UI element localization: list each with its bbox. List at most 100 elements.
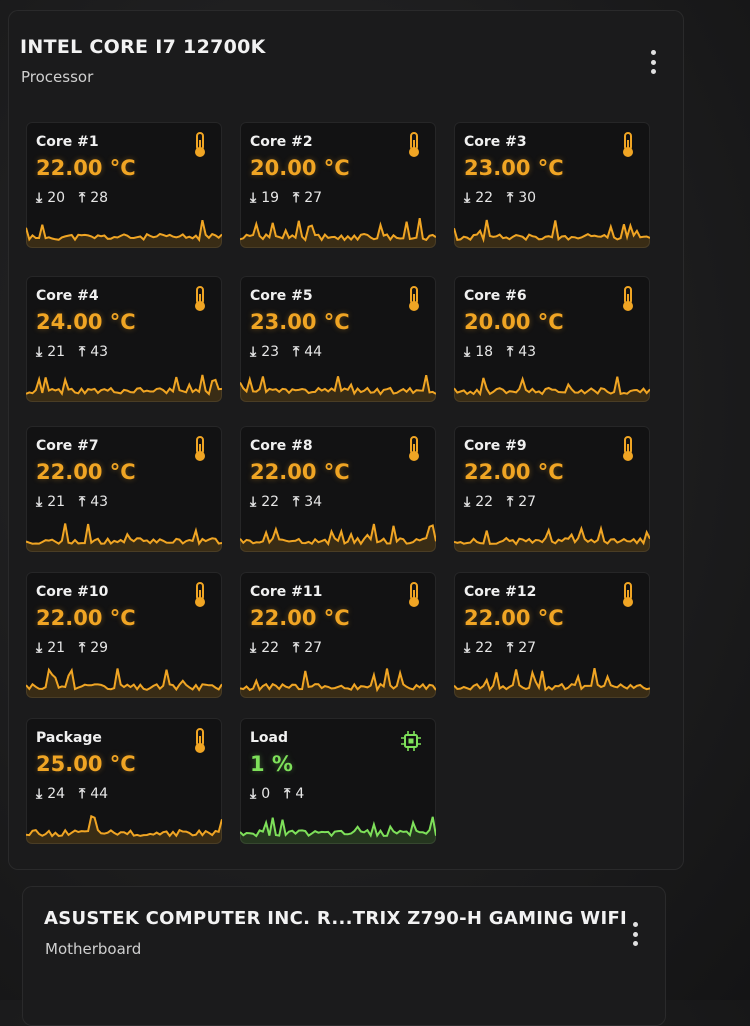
sensor-name: Package xyxy=(36,730,102,746)
sensor-card[interactable]: Core #12 22.00 °C ⤓ 22 ⤒ 27 xyxy=(454,572,650,698)
thermometer-icon xyxy=(623,286,633,311)
thermometer-icon xyxy=(409,436,419,461)
thermometer-icon xyxy=(195,582,205,607)
sensor-value: 22.00 °C xyxy=(250,606,350,630)
sensor-min: 18 xyxy=(475,344,494,360)
sensor-name: Core #5 xyxy=(250,288,313,304)
sensor-name: Core #4 xyxy=(36,288,99,304)
sensor-value: 22.00 °C xyxy=(464,460,564,484)
sensor-card[interactable]: Load 1 % ⤓ 0 ⤒ 4 xyxy=(240,718,436,844)
thermometer-icon xyxy=(409,286,419,311)
processor-title: INTEL CORE I7 12700K xyxy=(20,36,266,58)
min-arrow-icon: ⤓ xyxy=(36,786,43,802)
sensor-card[interactable]: Package 25.00 °C ⤓ 24 ⤒ 44 xyxy=(26,718,222,844)
sensor-min-max: ⤓ 20 ⤒ 28 xyxy=(36,190,108,206)
sensor-min-max: ⤓ 21 ⤒ 43 xyxy=(36,344,108,360)
sensor-history-sparkline xyxy=(240,816,436,844)
kebab-menu-icon[interactable] xyxy=(650,50,656,74)
sensor-max: 44 xyxy=(304,344,323,360)
max-arrow-icon: ⤒ xyxy=(507,494,514,510)
sensor-min-max: ⤓ 22 ⤒ 34 xyxy=(250,494,322,510)
sensor-card[interactable]: Core #8 22.00 °C ⤓ 22 ⤒ 34 xyxy=(240,426,436,552)
sensor-value: 22.00 °C xyxy=(36,606,136,630)
processor-panel: INTEL CORE I7 12700K Processor Core #1 22… xyxy=(8,10,684,870)
processor-subtitle: Processor xyxy=(21,68,94,86)
sensor-value: 22.00 °C xyxy=(464,606,564,630)
sensor-value: 20.00 °C xyxy=(250,156,350,180)
thermometer-icon xyxy=(409,582,419,607)
sensor-min-max: ⤓ 0 ⤒ 4 xyxy=(250,786,304,802)
min-arrow-icon: ⤓ xyxy=(250,786,257,802)
sensor-min-max: ⤓ 24 ⤒ 44 xyxy=(36,786,108,802)
sensor-card[interactable]: Core #2 20.00 °C ⤓ 19 ⤒ 27 xyxy=(240,122,436,248)
sensor-history-sparkline xyxy=(454,524,650,552)
thermometer-icon xyxy=(409,132,419,157)
sensor-card[interactable]: Core #9 22.00 °C ⤓ 22 ⤒ 27 xyxy=(454,426,650,552)
sensor-max: 30 xyxy=(518,190,537,206)
sensor-history-sparkline xyxy=(454,219,650,248)
sensor-value: 1 % xyxy=(250,752,293,776)
sensor-card[interactable]: Core #5 23.00 °C ⤓ 23 ⤒ 44 xyxy=(240,276,436,402)
sensor-history-sparkline xyxy=(26,374,222,402)
sensor-card[interactable]: Core #3 23.00 °C ⤓ 22 ⤒ 30 xyxy=(454,122,650,248)
sensor-min-max: ⤓ 18 ⤒ 43 xyxy=(464,344,536,360)
sensor-value: 22.00 °C xyxy=(36,460,136,484)
sensor-max: 27 xyxy=(304,190,323,206)
sensor-max: 43 xyxy=(90,344,109,360)
sensor-history-sparkline xyxy=(26,814,222,844)
sensor-min: 20 xyxy=(47,190,66,206)
sensor-card[interactable]: Core #6 20.00 °C ⤓ 18 ⤒ 43 xyxy=(454,276,650,402)
min-arrow-icon: ⤓ xyxy=(464,344,471,360)
sensor-min: 22 xyxy=(475,190,494,206)
max-arrow-icon: ⤒ xyxy=(79,786,86,802)
thermometer-icon xyxy=(195,728,205,753)
sensor-min-max: ⤓ 22 ⤒ 30 xyxy=(464,190,536,206)
sensor-min: 21 xyxy=(47,640,66,656)
min-arrow-icon: ⤓ xyxy=(36,344,43,360)
sensor-card[interactable]: Core #11 22.00 °C ⤓ 22 ⤒ 27 xyxy=(240,572,436,698)
max-arrow-icon: ⤒ xyxy=(79,190,86,206)
min-arrow-icon: ⤓ xyxy=(464,640,471,656)
sensor-name: Core #8 xyxy=(250,438,313,454)
sensor-card[interactable]: Core #1 22.00 °C ⤓ 20 ⤒ 28 xyxy=(26,122,222,248)
max-arrow-icon: ⤒ xyxy=(507,640,514,656)
sensor-history-sparkline xyxy=(26,667,222,698)
sensor-history-sparkline xyxy=(454,668,650,698)
thermometer-icon xyxy=(195,436,205,461)
sensor-max: 29 xyxy=(90,640,109,656)
sensor-min: 22 xyxy=(475,494,494,510)
sensor-min: 19 xyxy=(261,190,280,206)
max-arrow-icon: ⤒ xyxy=(284,786,291,802)
sensor-name: Core #3 xyxy=(464,134,527,150)
sensor-value: 22.00 °C xyxy=(250,460,350,484)
sensor-max: 27 xyxy=(518,494,537,510)
sensor-min: 21 xyxy=(47,494,66,510)
sensor-min-max: ⤓ 23 ⤒ 44 xyxy=(250,344,322,360)
sensor-card[interactable]: Core #7 22.00 °C ⤓ 21 ⤒ 43 xyxy=(26,426,222,552)
max-arrow-icon: ⤒ xyxy=(507,344,514,360)
motherboard-panel: ASUSTEK COMPUTER INC. R...TRIX Z790-H GA… xyxy=(22,886,666,1026)
sensor-history-sparkline xyxy=(240,523,436,552)
sensor-value: 25.00 °C xyxy=(36,752,136,776)
sensor-min-max: ⤓ 22 ⤒ 27 xyxy=(464,640,536,656)
sensor-card[interactable]: Core #4 24.00 °C ⤓ 21 ⤒ 43 xyxy=(26,276,222,402)
sensor-name: Core #1 xyxy=(36,134,99,150)
sensor-max: 28 xyxy=(90,190,109,206)
sensor-max: 27 xyxy=(518,640,537,656)
max-arrow-icon: ⤒ xyxy=(79,640,86,656)
sensor-name: Core #12 xyxy=(464,584,537,600)
sensor-min: 0 xyxy=(261,786,271,802)
kebab-menu-icon[interactable] xyxy=(632,922,638,946)
min-arrow-icon: ⤓ xyxy=(36,494,43,510)
sensor-max: 44 xyxy=(90,786,109,802)
min-arrow-icon: ⤓ xyxy=(250,640,257,656)
sensor-min: 22 xyxy=(261,640,280,656)
sensor-max: 34 xyxy=(304,494,323,510)
sensor-max: 43 xyxy=(518,344,537,360)
thermometer-icon xyxy=(195,286,205,311)
sensor-name: Core #11 xyxy=(250,584,323,600)
sensor-min: 21 xyxy=(47,344,66,360)
sensor-card[interactable]: Core #10 22.00 °C ⤓ 21 ⤒ 29 xyxy=(26,572,222,698)
min-arrow-icon: ⤓ xyxy=(250,344,257,360)
sensor-name: Core #2 xyxy=(250,134,313,150)
